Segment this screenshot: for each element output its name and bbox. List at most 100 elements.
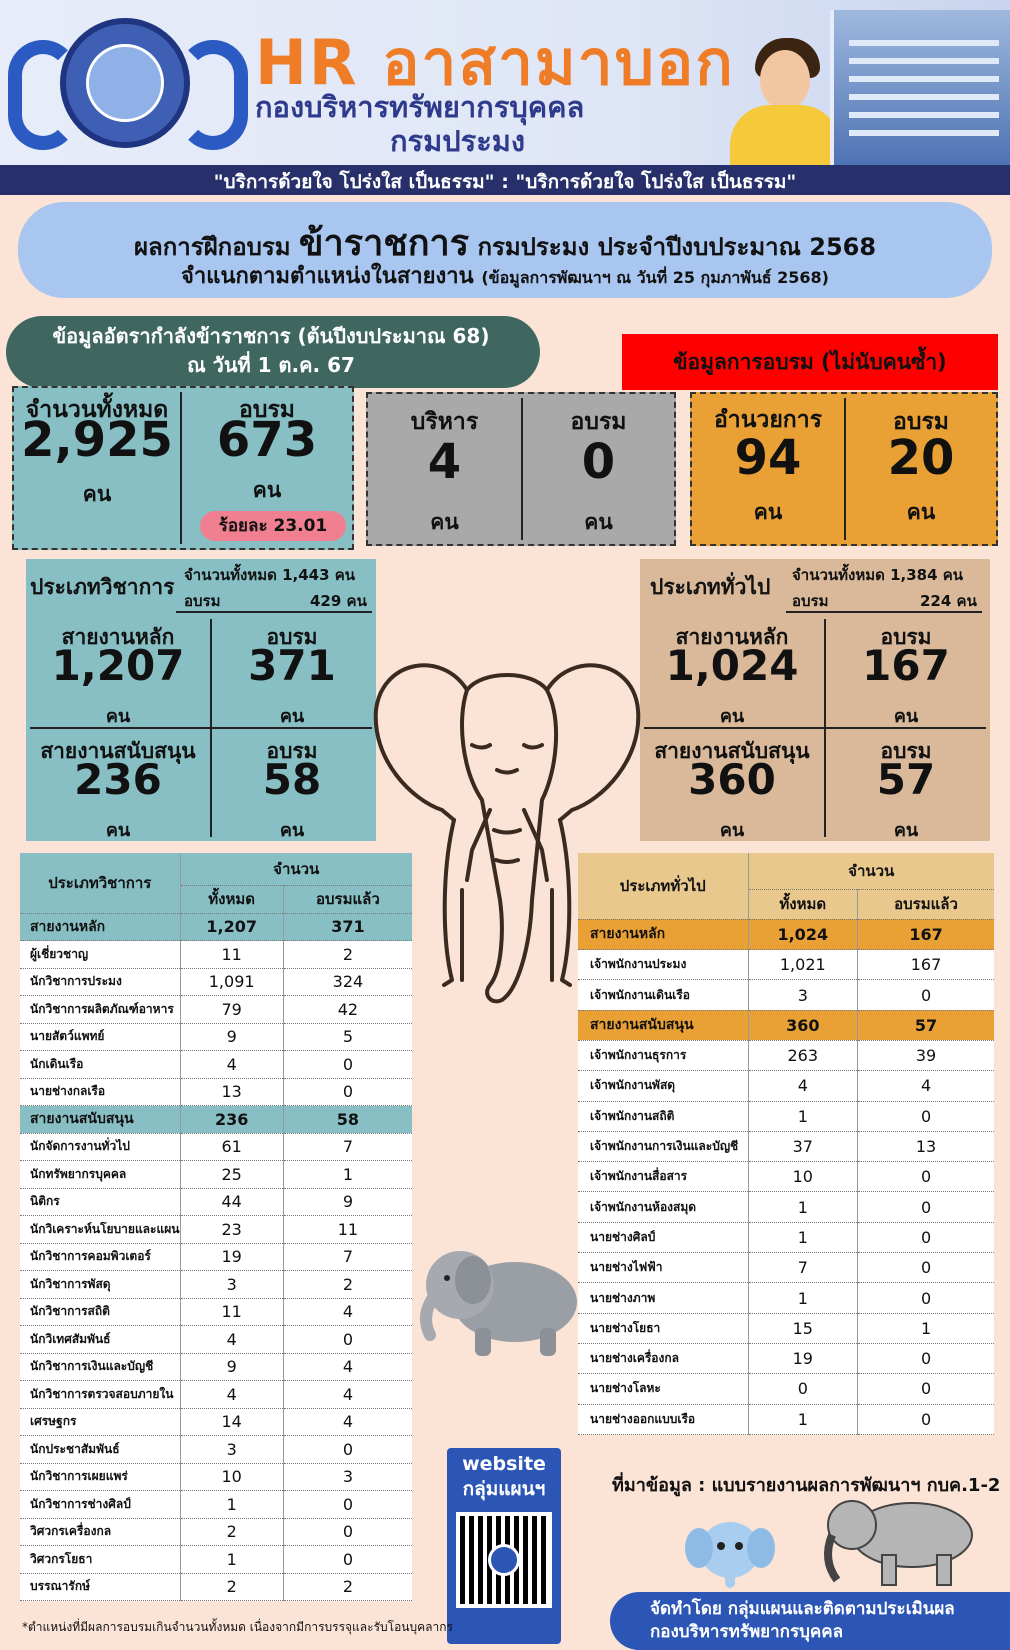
acad-row-total: 25 xyxy=(179,1160,284,1189)
acad-row-label: วิศวกรโยธา xyxy=(20,1545,180,1574)
gen-row-label: เจ้าพนักงานประมง xyxy=(578,949,748,981)
acad-row-total: 4 xyxy=(179,1380,284,1409)
acad-row-trained: 1 xyxy=(282,1160,412,1189)
gen-row-label: เจ้าพนักงานการเงินและบัญชี xyxy=(578,1131,748,1163)
gen-row-total: 1 xyxy=(747,1222,858,1254)
acad-row-label: นายช่างกลเรือ xyxy=(20,1078,180,1106)
acad-table-row: นายสัตว์แพทย์ 9 5 xyxy=(20,1023,412,1051)
gen-row-trained: 0 xyxy=(857,1282,994,1314)
acad-table-row: นักวิชาการเผยแพร่ 10 3 xyxy=(20,1463,412,1491)
gen-table-row: เจ้าพนักงานเดินเรือ 3 0 xyxy=(578,979,994,1011)
acad-row-trained: 7 xyxy=(282,1133,412,1161)
acad-row-label: วิศวกรเครื่องกล xyxy=(20,1518,180,1546)
acad-table-row: นักวิชาการคอมพิวเตอร์ 19 7 xyxy=(20,1243,412,1271)
acad-row-total: 1 xyxy=(179,1545,284,1574)
general-detail-table: ประเภททั่วไป จำนวน ทั้งหมด อบรมแล้ว สายง… xyxy=(578,853,994,1435)
acad-row-label: นักวิชาการตรวจสอบภายใน xyxy=(20,1380,180,1409)
footnote: *ตำแหน่งที่มีผลการอบรมเกินจำนวนทั้งหมด เ… xyxy=(22,1620,453,1634)
acad-row-label: นายสัตว์แพทย์ xyxy=(20,1023,180,1051)
gen-row-label: สายงานหลัก xyxy=(578,919,748,951)
fisheries-logo xyxy=(60,18,190,148)
acad-table-row: นักทรัพยากรบุคคล 25 1 xyxy=(20,1160,412,1189)
acad-table-row: ผู้เชี่ยวชาญ 11 2 xyxy=(20,940,412,969)
gen-table-row: นายช่างศิลป์ 1 0 xyxy=(578,1222,994,1254)
academic-summary-box: ประเภทวิชาการ จำนวนทั้งหมด 1,443 คน อบรม… xyxy=(26,559,376,841)
acad-table-row: นักวิชาการตรวจสอบภายใน 4 4 xyxy=(20,1380,412,1409)
training-label-box xyxy=(622,334,998,390)
general-support-trained: 57 xyxy=(876,755,936,804)
gen-row-total: 3 xyxy=(747,979,858,1011)
acad-row-label: นักวิชาการคอมพิวเตอร์ xyxy=(20,1243,180,1271)
acad-row-total: 3 xyxy=(179,1270,284,1299)
training-label: ข้อมูลการอบรม (ไม่นับคนซ้ำ) xyxy=(673,350,947,374)
title-box xyxy=(18,202,992,298)
acad-row-trained: 4 xyxy=(282,1298,412,1326)
general-summary-box: ประเภททั่วไป จำนวนทั้งหมด 1,384 คน อบรม … xyxy=(640,559,990,841)
acad-col-all: ทั้งหมด xyxy=(179,885,284,914)
acad-row-label: ผู้เชี่ยวชาญ xyxy=(20,940,180,969)
acad-table-row: นักวิชาการพัสดุ 3 2 xyxy=(20,1270,412,1299)
acad-row-trained: 2 xyxy=(282,940,412,969)
gen-row-trained: 1 xyxy=(857,1313,994,1344)
rate-label: ข้อมูลอัตรากำลังข้าราชการ (ต้นปีงบประมาณ… xyxy=(52,324,490,377)
general-main-value: 1,024 xyxy=(665,641,799,690)
gen-row-label: นายช่างออกแบบเรือ xyxy=(578,1404,748,1435)
academic-main-value: 1,207 xyxy=(51,641,185,690)
acad-row-label: สายงานสนับสนุน xyxy=(20,1105,180,1134)
gen-row-total: 1,021 xyxy=(747,949,858,981)
acad-col-trained: อบรมแล้ว xyxy=(282,885,412,914)
acad-section-row: สายงานหลัก 1,207 371 xyxy=(20,913,412,941)
acad-row-label: นักวิชาการประมง xyxy=(20,968,180,996)
acad-row-label: นักทรัพยากรบุคคล xyxy=(20,1160,180,1189)
gen-row-trained: 57 xyxy=(857,1010,994,1041)
gen-row-label: เจ้าพนักงานเดินเรือ xyxy=(578,979,748,1011)
gen-row-label: นายช่างศิลป์ xyxy=(578,1222,748,1254)
acad-row-trained: 0 xyxy=(282,1435,412,1464)
acad-table-row: นิติกร 44 9 xyxy=(20,1188,412,1216)
gen-row-total: 263 xyxy=(747,1040,858,1072)
gen-table-row: เจ้าพนักงานธุรการ 263 39 xyxy=(578,1040,994,1072)
academic-title: ประเภทวิชาการ xyxy=(30,575,175,599)
acad-row-trained: 0 xyxy=(282,1490,412,1519)
acad-row-trained: 58 xyxy=(282,1105,412,1134)
gen-row-trained: 167 xyxy=(857,919,994,951)
gen-row-total: 19 xyxy=(747,1343,858,1375)
acad-row-label: นักวิชาการพัสดุ xyxy=(20,1270,180,1299)
gen-row-total: 1 xyxy=(747,1404,858,1435)
acad-row-trained: 0 xyxy=(282,1545,412,1574)
acad-row-trained: 0 xyxy=(282,1050,412,1079)
acad-col-type: ประเภทวิชาการ xyxy=(20,853,180,914)
gen-row-trained: 0 xyxy=(857,1191,994,1223)
trained-head: อบรม xyxy=(239,397,295,423)
acad-row-total: 1,207 xyxy=(179,913,284,941)
footer-credit: จัดทำโดย กลุ่มแผนและติดตามประเมินผล กองบ… xyxy=(650,1599,955,1642)
acad-table-row: นักวิชาการช่างศิลป์ 1 0 xyxy=(20,1490,412,1519)
gen-section-row: สายงานหลัก 1,024 167 xyxy=(578,919,994,951)
gen-row-total: 10 xyxy=(747,1161,858,1193)
acad-row-label: บรรณารักษ์ xyxy=(20,1573,180,1601)
acad-row-trained: 0 xyxy=(282,1518,412,1546)
director-trained-value: 20 xyxy=(887,430,955,486)
acad-row-trained: 9 xyxy=(282,1188,412,1216)
gen-row-total: 360 xyxy=(747,1010,858,1041)
acad-section-row: สายงานสนับสนุน 236 58 xyxy=(20,1105,412,1134)
academic-detail-table: ประเภทวิชาการ จำนวน ทั้งหมด อบรมแล้ว สาย… xyxy=(20,853,412,1601)
gen-col-all: ทั้งหมด xyxy=(747,889,858,920)
acad-row-label: นักวิชาการเผยแพร่ xyxy=(20,1463,180,1491)
executive-value: 4 xyxy=(427,434,462,490)
acad-row-total: 4 xyxy=(179,1325,284,1354)
gen-row-total: 1 xyxy=(747,1282,858,1314)
gen-row-label: เจ้าพนักงานธุรการ xyxy=(578,1040,748,1072)
acad-row-trained: 4 xyxy=(282,1408,412,1436)
gen-row-trained: 0 xyxy=(857,979,994,1011)
acad-row-label: นักวิชาการผลิตภัณฑ์อาหาร xyxy=(20,995,180,1024)
acad-row-total: 9 xyxy=(179,1353,284,1381)
gen-row-total: 0 xyxy=(747,1373,858,1405)
acad-row-total: 9 xyxy=(179,1023,284,1051)
acad-row-total: 11 xyxy=(179,1298,284,1326)
acad-row-trained: 2 xyxy=(282,1270,412,1299)
gen-row-label: นายช่างเครื่องกล xyxy=(578,1343,748,1375)
gen-row-trained: 39 xyxy=(857,1040,994,1072)
gen-row-trained: 0 xyxy=(857,1101,994,1132)
gen-section-row: สายงานสนับสนุน 360 57 xyxy=(578,1010,994,1041)
